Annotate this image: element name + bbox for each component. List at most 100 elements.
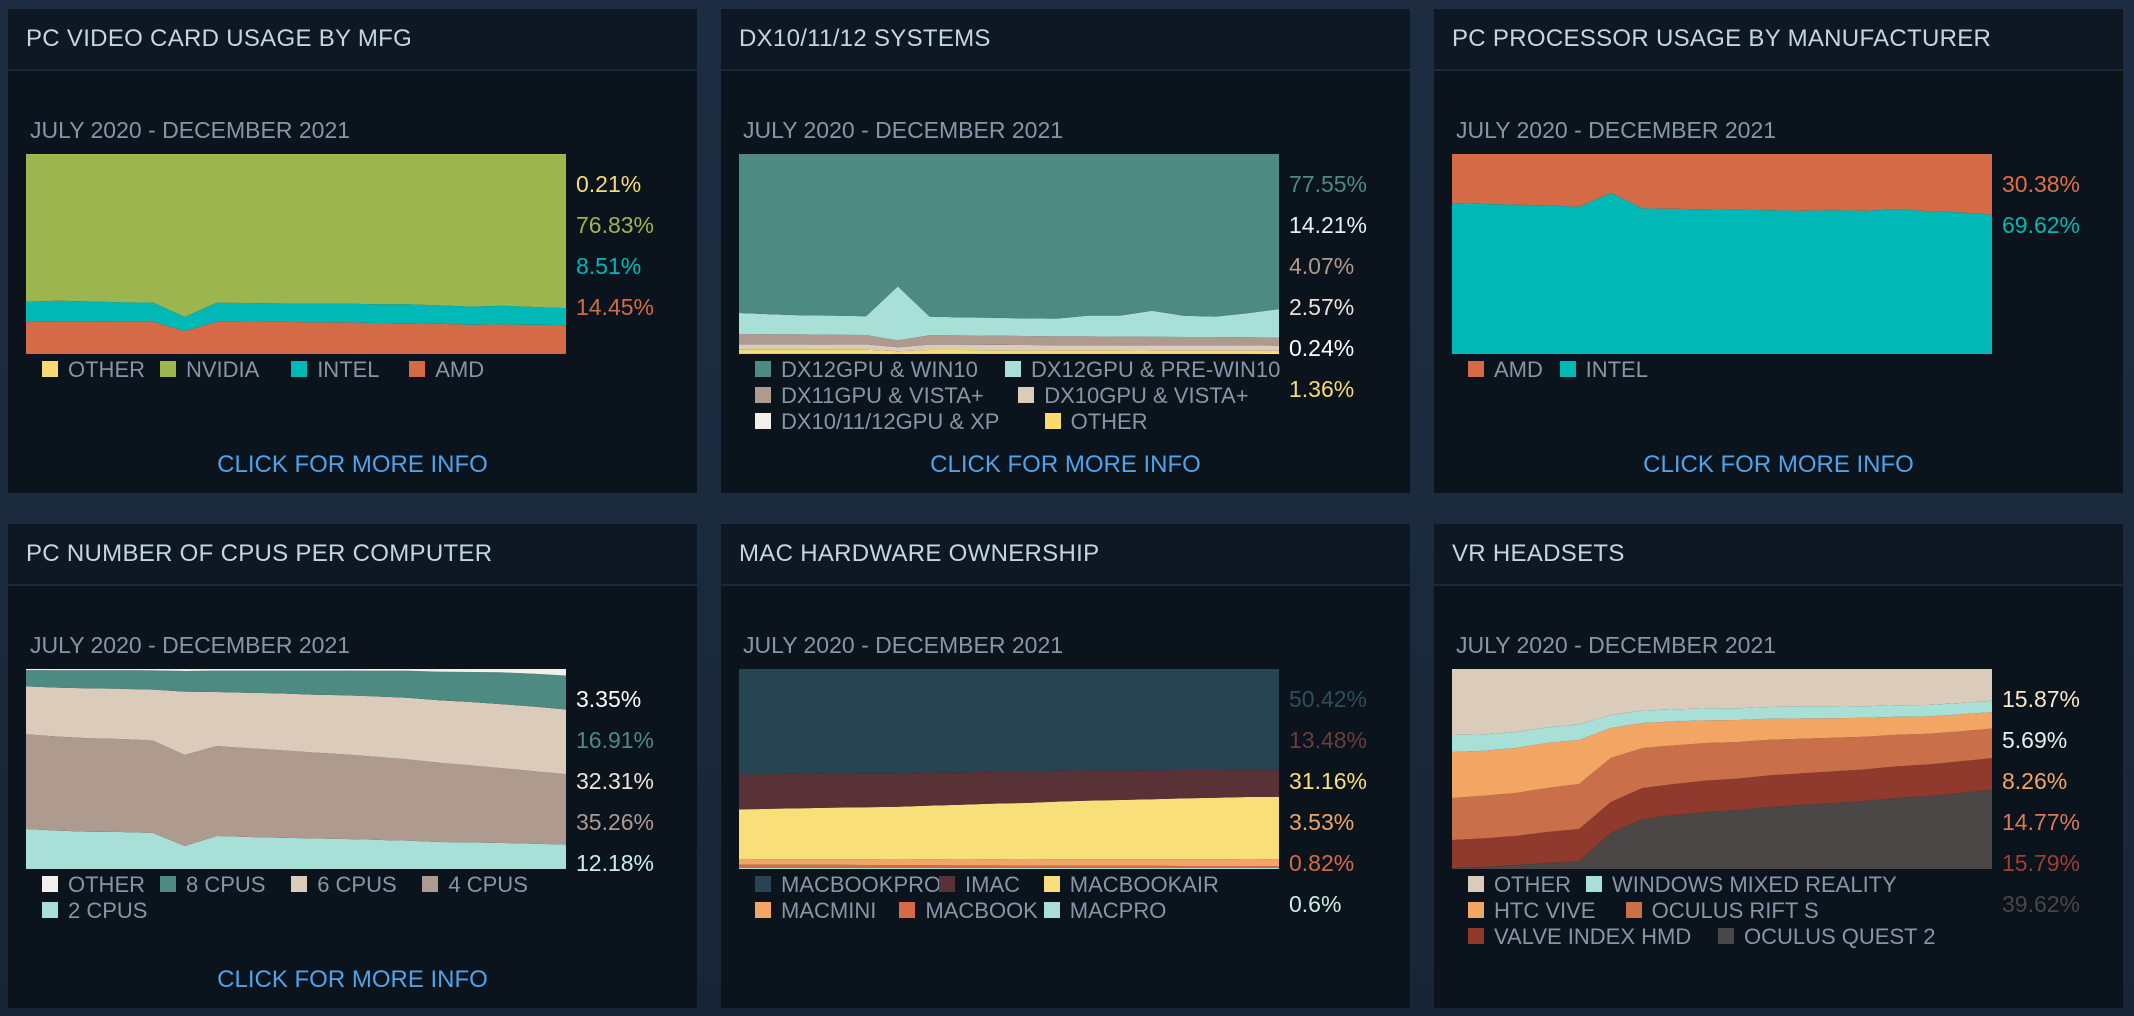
percentage-value: 2.57% — [1289, 294, 1355, 320]
legend-label: MACMINI — [781, 898, 877, 923]
area-chart[interactable] — [1452, 154, 1992, 354]
percentage-value: 3.35% — [576, 686, 642, 712]
percentage-value: 1.36% — [1289, 376, 1355, 402]
series-area-macbookpro[interactable] — [739, 669, 1279, 775]
panel-header: PC VIDEO CARD USAGE BY MFG — [8, 9, 697, 71]
panel-mac-hardware: MAC HARDWARE OWNERSHIP JULY 2020 - DECEM… — [721, 524, 1410, 1008]
series-area-amd[interactable] — [1452, 154, 1992, 215]
percentage-value: 12.18% — [576, 850, 655, 876]
series-area-other[interactable] — [1452, 669, 1992, 735]
legend-swatch — [160, 876, 176, 892]
series-area-4-cpus[interactable] — [26, 734, 566, 846]
percentage-value: 16.91% — [576, 727, 655, 753]
legend-swatch — [42, 902, 58, 918]
series-area-intel[interactable] — [26, 300, 566, 331]
panel-title: DX10/11/12 SYSTEMS — [739, 25, 991, 52]
legend-swatch — [1044, 413, 1061, 429]
legend-swatch — [42, 876, 58, 892]
series-area-other[interactable] — [739, 349, 1279, 354]
legend-swatch — [1718, 928, 1734, 944]
legend-label: DX11GPU & VISTA+ — [781, 383, 984, 408]
series-area-6-cpus[interactable] — [26, 686, 566, 775]
percentage-value: 76.83% — [576, 212, 655, 238]
series-area-8-cpus[interactable] — [26, 670, 566, 710]
legend-label: OTHER — [68, 357, 145, 382]
legend-label: HTC VIVE — [1494, 898, 1596, 923]
panel-dx-systems: DX10/11/12 SYSTEMS JULY 2020 - DECEMBER … — [721, 9, 1410, 493]
area-chart[interactable] — [26, 669, 566, 869]
panel-header: MAC HARDWARE OWNERSHIP — [721, 524, 1410, 586]
series-area-dx10-11-12gpu-xp[interactable] — [739, 353, 1279, 354]
series-area-valve-index-hmd[interactable] — [1452, 758, 1992, 868]
legend-swatch — [755, 387, 771, 403]
series-area-dx12gpu-win10[interactable] — [739, 154, 1279, 319]
percentage-value: 39.62% — [2002, 891, 2081, 917]
series-area-dx12gpu-pre-win10[interactable] — [739, 286, 1279, 341]
series-area-dx10gpu-vista[interactable] — [739, 344, 1279, 352]
series-area-nvidia[interactable] — [26, 154, 566, 317]
series-area-oculus-rift-s[interactable] — [1452, 728, 1992, 840]
series-area-imac[interactable] — [739, 769, 1279, 810]
percentage-value: 13.48% — [1289, 727, 1368, 753]
percentage-value: 0.82% — [1289, 850, 1355, 876]
series-area-intel[interactable] — [1452, 193, 1992, 354]
click-for-more-info-link[interactable]: CLICK FOR MORE INFO — [1643, 451, 1914, 478]
series-area-macpro[interactable] — [739, 867, 1279, 869]
series-area-windows-mixed-reality[interactable] — [1452, 700, 1992, 752]
area-chart[interactable] — [1452, 669, 1992, 869]
legend-label: AMD — [435, 357, 485, 382]
panel-header: DX10/11/12 SYSTEMS — [721, 9, 1410, 71]
click-for-more-info-link[interactable]: CLICK FOR MORE INFO — [930, 451, 1201, 478]
panel-header: VR HEADSETS — [1434, 524, 2123, 586]
series-area-amd[interactable] — [26, 321, 566, 354]
percentage-value: 4.07% — [1289, 253, 1355, 279]
legend-label: VALVE INDEX HMD — [1494, 924, 1692, 949]
legend-swatch — [1043, 902, 1060, 918]
legend-label: MACPRO — [1069, 898, 1167, 923]
percentage-value: 5.69% — [2002, 727, 2068, 753]
legend-label: 4 CPUS — [448, 872, 528, 897]
percentage-value: 30.38% — [2002, 171, 2081, 197]
legend-swatch — [1468, 902, 1484, 918]
series-area-htc-vive[interactable] — [1452, 712, 1992, 798]
click-for-more-info-link[interactable]: CLICK FOR MORE INFO — [217, 451, 488, 478]
legend-swatch — [409, 361, 426, 377]
series-area-dx11gpu-vista[interactable] — [739, 334, 1279, 348]
panel-cpus: PC NUMBER OF CPUS PER COMPUTER JULY 2020… — [8, 524, 697, 1008]
series-area-other[interactable] — [26, 669, 566, 676]
legend-swatch — [755, 361, 771, 377]
panel-title: VR HEADSETS — [1452, 540, 1625, 567]
series-area-2-cpus[interactable] — [26, 829, 566, 869]
percentage-value: 15.87% — [2002, 686, 2081, 712]
series-area-macbook[interactable] — [739, 864, 1279, 868]
legend-label: MACBOOKPRO — [781, 872, 942, 897]
percentage-value: 8.26% — [2002, 768, 2068, 794]
legend-label: NVIDIA — [186, 357, 260, 382]
date-range: JULY 2020 - DECEMBER 2021 — [1456, 117, 1777, 143]
legend-swatch — [422, 876, 439, 892]
click-for-more-info-link[interactable]: CLICK FOR MORE INFO — [217, 966, 488, 993]
legend-swatch — [1586, 876, 1602, 892]
legend-swatch — [755, 413, 771, 429]
legend-label: DX12GPU & WIN10 — [781, 357, 978, 382]
legend-label: INTEL — [317, 357, 380, 382]
legend-swatch — [1559, 361, 1576, 377]
panel-title: PC VIDEO CARD USAGE BY MFG — [26, 25, 413, 52]
legend-swatch — [1468, 361, 1484, 377]
date-range: JULY 2020 - DECEMBER 2021 — [30, 632, 351, 658]
panel-processor: PC PROCESSOR USAGE BY MANUFACTURER JULY … — [1434, 9, 2123, 493]
legend-swatch — [755, 876, 771, 892]
date-range: JULY 2020 - DECEMBER 2021 — [30, 117, 351, 143]
percentage-value: 15.79% — [2002, 850, 2081, 876]
percentage-value: 14.77% — [2002, 809, 2081, 835]
series-area-oculus-quest-2[interactable] — [1452, 789, 1992, 869]
series-area-macmini[interactable] — [739, 859, 1279, 867]
series-area-macbookair[interactable] — [739, 796, 1279, 860]
legend-label: 2 CPUS — [68, 898, 148, 923]
area-chart[interactable] — [739, 154, 1279, 354]
date-range: JULY 2020 - DECEMBER 2021 — [743, 632, 1064, 658]
percentage-value: 8.51% — [576, 253, 642, 279]
area-chart[interactable] — [26, 154, 566, 354]
area-chart[interactable] — [739, 669, 1279, 869]
legend-label: OCULUS RIFT S — [1651, 898, 1819, 923]
